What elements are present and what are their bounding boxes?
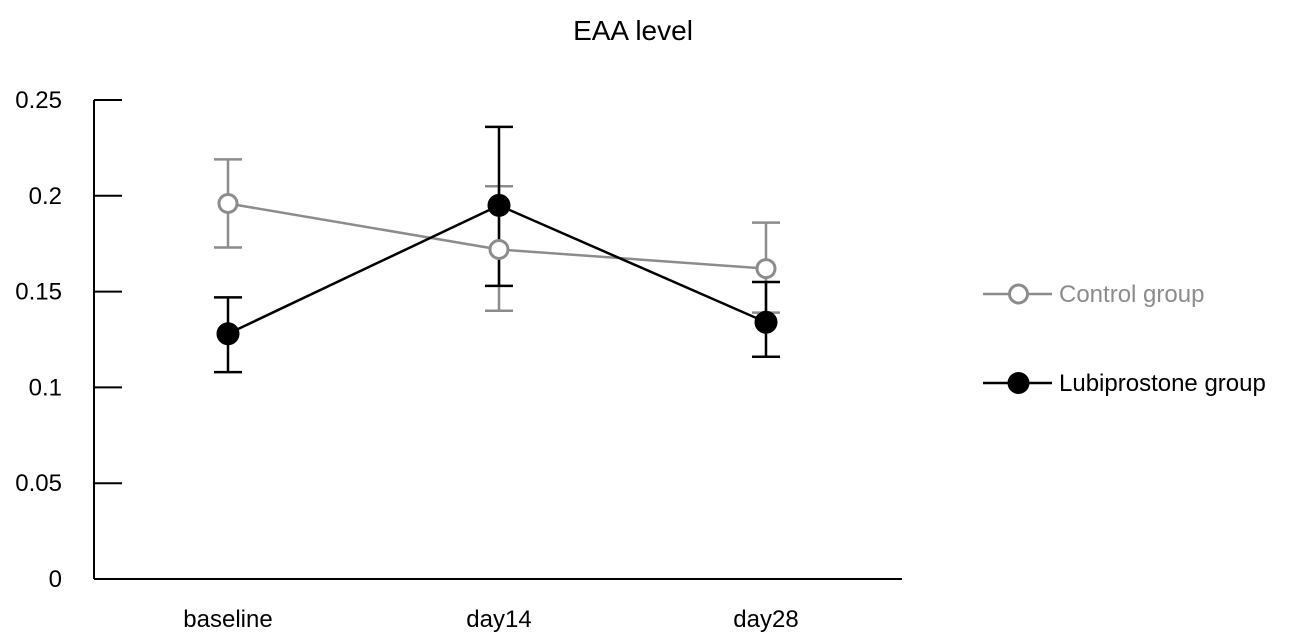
y-tick-label: 0.05 [15, 470, 62, 497]
series-lines [227, 202, 767, 335]
axes: 0 0.05 0.1 0.15 0.2 0.25 baseline day14 day28 [15, 87, 902, 633]
legend-item: Lubiprostone group [983, 370, 1266, 397]
series-points [216, 192, 778, 346]
data-point [755, 258, 777, 280]
legend-item: Control group [983, 281, 1204, 308]
y-tick-label: 0 [49, 566, 62, 593]
y-tick-label: 0.1 [29, 374, 62, 401]
y-tick-label: 0.15 [15, 279, 62, 306]
chart-title: EAA level [573, 15, 693, 46]
legend-label: Control group [1059, 281, 1204, 308]
data-point [754, 310, 778, 334]
legend-marker [1007, 372, 1030, 394]
x-tick-label: day28 [733, 606, 798, 633]
data-point [217, 192, 239, 214]
x-tick-label: baseline [183, 606, 272, 633]
legend-label: Lubiprostone group [1059, 370, 1266, 397]
series-line [227, 204, 767, 335]
data-point [487, 193, 511, 217]
data-point [488, 238, 510, 260]
legend: Control group Lubiprostone group [983, 281, 1266, 397]
legend-marker [1008, 283, 1029, 305]
y-tick-label: 0.2 [29, 183, 62, 210]
y-tick-label: 0.25 [15, 87, 62, 114]
x-tick-label: day14 [466, 606, 531, 633]
data-point [216, 322, 240, 346]
